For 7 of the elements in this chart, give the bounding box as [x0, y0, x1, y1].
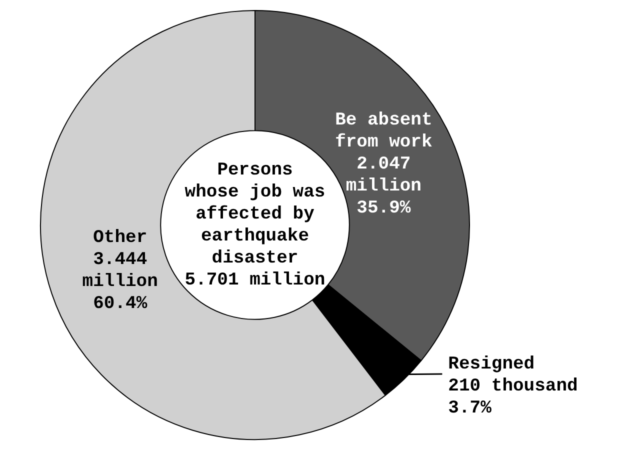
slice-label: Other: [93, 228, 148, 248]
slice-label: Be absent from work: [335, 110, 432, 152]
text: Persons whose job was affected by earthquake disaster 5.701 million: [184, 160, 326, 291]
slice-label: Resigned: [448, 354, 535, 375]
data-label: 2.047 million 35.9%: [346, 154, 422, 218]
data-label: 3.444 million 60.4%: [82, 250, 158, 314]
data-label: 210 thousand 3.7%: [448, 376, 578, 419]
